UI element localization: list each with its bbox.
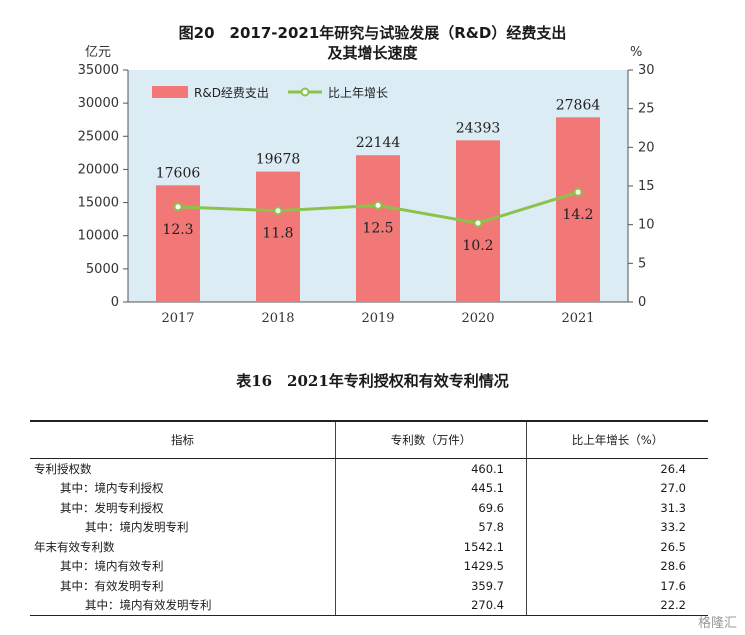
left-axis-unit: 亿元 — [85, 45, 111, 60]
row-growth: 31.3 — [660, 500, 686, 515]
row-label: 其中：境内专利授权 — [60, 481, 164, 496]
row-label: 其中：发明专利授权 — [60, 500, 164, 515]
row-growth: 22.2 — [526, 595, 708, 616]
growth-point — [173, 202, 183, 212]
right-tick-label: 30 — [638, 63, 655, 78]
patent-table: 指标 专利数（万件） 比上年增长（%） 专利授权数 460.1 26.4 其中：境内专… — [30, 420, 708, 616]
x-tick-label: 2018 — [261, 311, 294, 326]
table-body: 专利授权数 460.1 26.4 其中：境内专利授权 445.1 27.0 其中：发明专利授… — [30, 458, 708, 616]
legend-bar-label: R&D经费支出 — [194, 86, 269, 100]
left-tick-label: 20000 — [78, 162, 119, 177]
left-tick-label: 30000 — [78, 96, 119, 111]
table-row: 其中：境内有效发明专利 270.4 22.2 — [30, 595, 708, 616]
x-tick-label: 2017 — [161, 311, 194, 326]
x-tick-label: 2020 — [461, 311, 494, 326]
row-label: 其中：境内有效专利 — [60, 559, 164, 574]
table-header-row: 指标 专利数（万件） 比上年增长（%） — [30, 420, 708, 459]
right-axis-unit: % — [630, 45, 642, 60]
table-row: 年末有效专利数 1542.1 26.5 — [30, 537, 708, 557]
growth-point — [373, 200, 383, 210]
watermark-logo: 格隆汇 — [697, 616, 737, 631]
right-tick-label: 20 — [638, 140, 655, 155]
table-title: 表16 2021年专利授权和有效专利情况 — [236, 372, 509, 390]
left-tick-label: 35000 — [78, 63, 119, 78]
growth-point — [573, 187, 583, 197]
bar-value-label: 22144 — [356, 135, 401, 151]
rd-expenditure-chart: 0 5000 10000 15000 20000 25000 30000 35000 0 5 10 1… — [78, 45, 655, 326]
right-tick-label: 5 — [638, 256, 646, 271]
row-label: 其中：有效发明专利 — [60, 578, 164, 593]
right-tick-label: 10 — [638, 218, 655, 233]
row-growth: 26.4 — [660, 461, 686, 476]
table-row: 其中：境内有效专利 1429.5 28.6 — [30, 556, 708, 576]
header-indicator: 指标 — [30, 420, 336, 459]
row-label: 年末有效专利数 — [34, 539, 115, 554]
row-label: 专利授权数 — [34, 461, 92, 476]
right-tick-label: 15 — [638, 179, 655, 194]
growth-value-label: 14.2 — [562, 207, 593, 223]
header-count: 专利数（万件） — [335, 420, 527, 459]
x-tick-label: 2021 — [561, 311, 594, 326]
row-count: 1542.1 — [335, 537, 527, 557]
right-tick-label: 0 — [638, 295, 646, 310]
left-tick-label: 0 — [111, 295, 119, 310]
table-row: 其中：境内专利授权 445.1 27.0 — [30, 478, 708, 498]
table-row: 其中：境内发明专利 57.8 33.2 — [30, 517, 708, 537]
left-tick-label: 25000 — [78, 129, 119, 144]
bar-value-label: 17606 — [156, 165, 201, 181]
row-count: 445.1 — [335, 478, 527, 498]
legend-line-label: 比上年增长 — [328, 86, 388, 100]
right-tick-label: 25 — [638, 102, 655, 117]
row-growth: 17.6 — [660, 578, 686, 593]
row-count: 270.4 — [335, 595, 527, 616]
bar-2021 — [556, 117, 600, 302]
chart-subtitle: 及其增长速度 — [327, 44, 418, 62]
bar-value-label: 24393 — [456, 120, 501, 136]
row-count: 460.1 — [335, 458, 527, 479]
growth-point — [273, 206, 283, 216]
table-row: 专利授权数 460.1 26.4 — [30, 458, 708, 479]
legend-line-marker — [300, 87, 310, 97]
chart-title: 图20 2017-2021年研究与试验发展（R&D）经费支出 — [178, 24, 567, 42]
table-row: 其中：有效发明专利 359.7 17.6 — [30, 576, 708, 596]
growth-value-label: 11.8 — [262, 226, 293, 242]
bar-2018 — [256, 171, 300, 302]
row-growth: 26.5 — [660, 539, 686, 554]
row-count: 57.8 — [335, 517, 527, 537]
growth-value-label: 10.2 — [462, 238, 493, 254]
row-growth: 27.0 — [660, 481, 686, 496]
bar-2019 — [356, 155, 400, 302]
bar-value-label: 19678 — [256, 152, 301, 168]
left-tick-label: 5000 — [86, 262, 119, 277]
header-growth: 比上年增长（%） — [526, 420, 708, 459]
row-count: 69.6 — [335, 498, 527, 518]
row-count: 359.7 — [335, 576, 527, 596]
table-row: 其中：发明专利授权 69.6 31.3 — [30, 498, 708, 518]
row-growth: 33.2 — [660, 520, 686, 535]
growth-point — [473, 218, 483, 228]
growth-value-label: 12.5 — [362, 220, 393, 236]
left-tick-label: 10000 — [78, 229, 119, 244]
bar-value-label: 27864 — [556, 97, 601, 113]
growth-value-label: 12.3 — [162, 222, 193, 238]
row-count: 1429.5 — [335, 556, 527, 576]
row-growth: 28.6 — [660, 559, 686, 574]
left-tick-label: 15000 — [78, 196, 119, 211]
row-label: 其中：境内发明专利 — [85, 520, 189, 535]
legend-bar-swatch — [152, 86, 188, 98]
row-label: 其中：境内有效发明专利 — [30, 595, 336, 616]
x-tick-label: 2019 — [361, 311, 394, 326]
